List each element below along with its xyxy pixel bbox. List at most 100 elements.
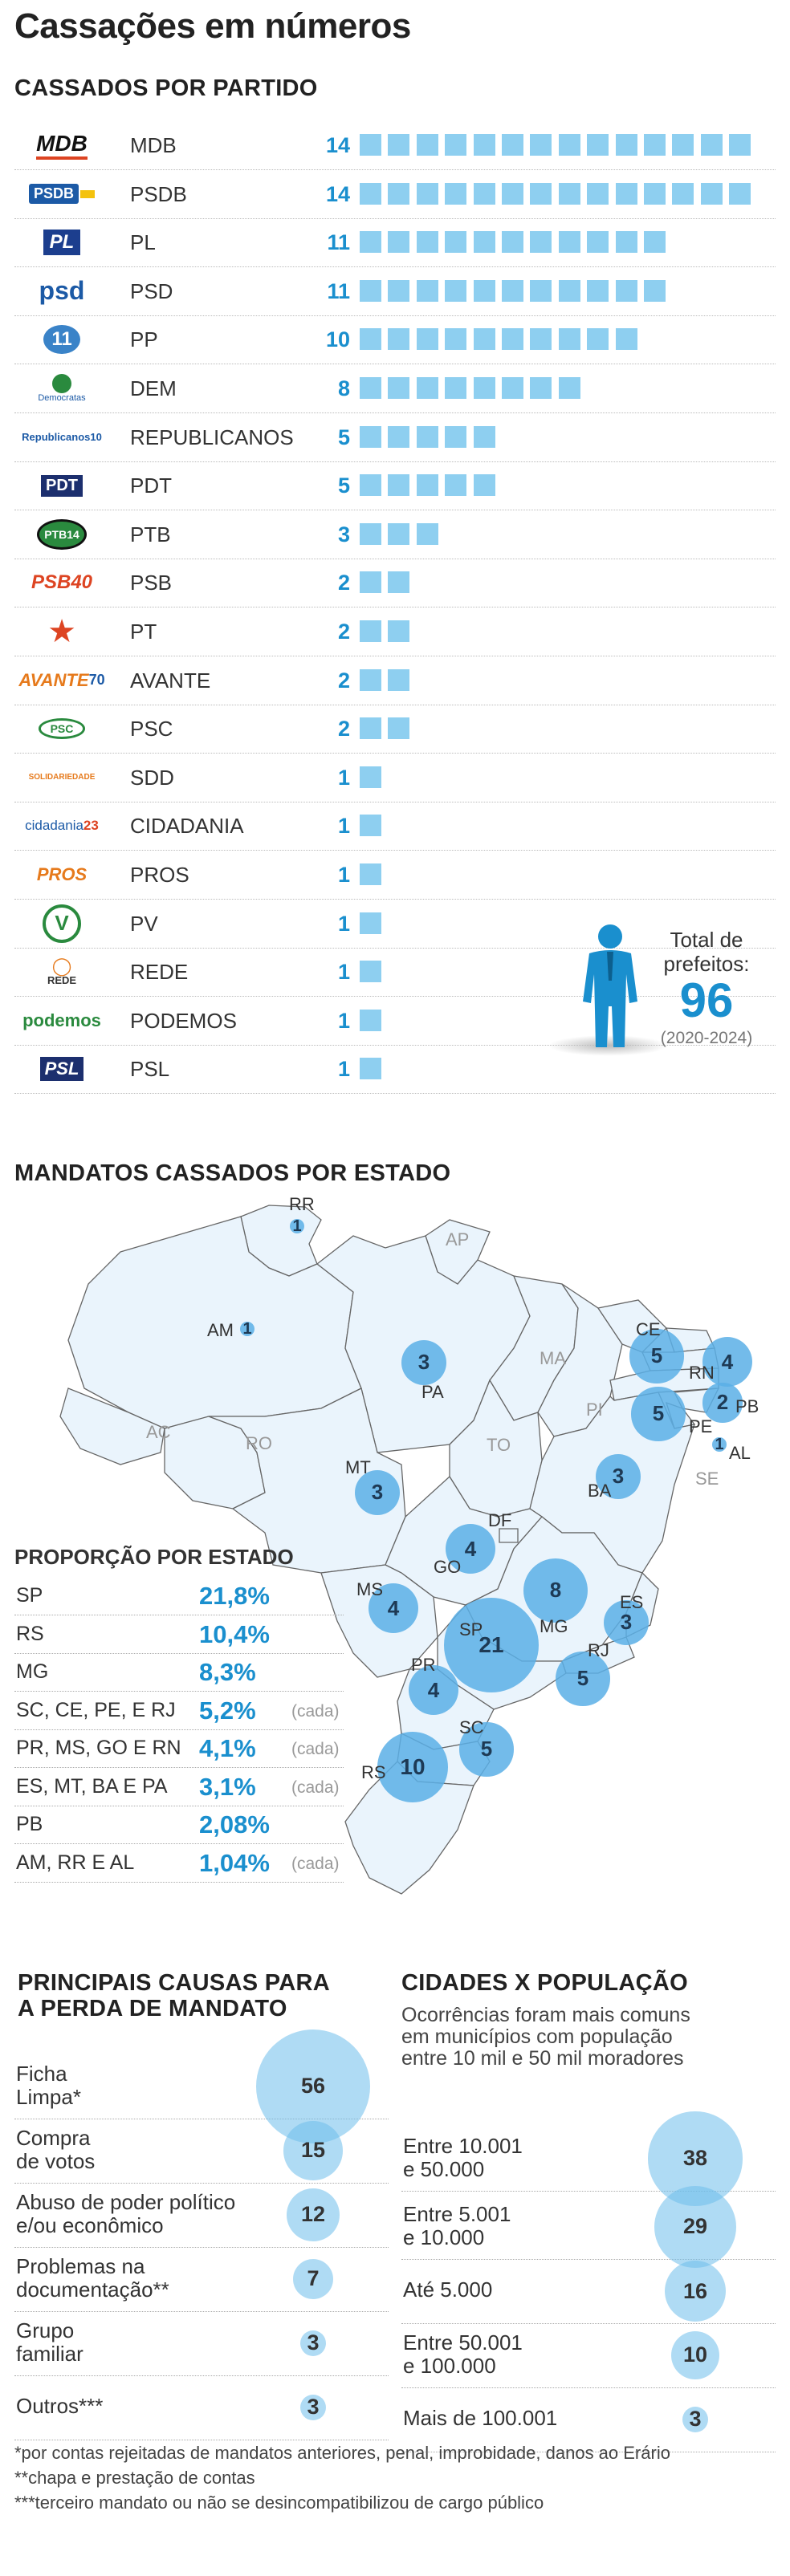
party-bar-unit bbox=[615, 231, 637, 254]
party-bar-unit bbox=[473, 377, 495, 399]
party-row-psc: PSC PSC 2 bbox=[0, 704, 790, 754]
proportion-value: 2,08% bbox=[199, 1810, 270, 1839]
party-bar-unit bbox=[416, 425, 438, 448]
state-label-mt: MT bbox=[345, 1457, 371, 1477]
party-bar-unit bbox=[473, 182, 495, 205]
party-bar-unit bbox=[360, 377, 381, 399]
population-heading: CIDADES X POPULAÇÃO bbox=[401, 1970, 688, 1996]
party-bar-unit bbox=[360, 571, 381, 594]
party-count: 1 bbox=[337, 765, 350, 790]
party-bar-unit bbox=[416, 182, 438, 205]
state-ac bbox=[59, 1388, 165, 1465]
proportion-label: SC, CE, PE, E RJ bbox=[16, 1698, 176, 1721]
party-row-dem: Democratas DEM 8 bbox=[0, 364, 790, 413]
party-bar-unit bbox=[530, 279, 552, 302]
party-bar-unit bbox=[587, 328, 609, 351]
party-row-psl: PSL PSL 1 bbox=[0, 1044, 790, 1095]
person-icon bbox=[583, 924, 637, 1047]
proportion-label: AM, RR E AL bbox=[16, 1851, 135, 1874]
party-name: PSD bbox=[130, 278, 173, 303]
proportion-value: 21,8% bbox=[199, 1582, 270, 1610]
party-bar-unit bbox=[388, 717, 410, 740]
party-bar-unit bbox=[388, 571, 410, 594]
party-bar-unit bbox=[445, 377, 467, 399]
total-mayors-box: Total de prefeitos: 96 (2020-2024) bbox=[548, 923, 771, 1075]
party-bar-unit bbox=[644, 231, 666, 254]
party-count: 5 bbox=[337, 473, 350, 498]
party-bar-unit bbox=[445, 231, 467, 254]
party-count: 11 bbox=[327, 230, 350, 255]
party-count: 14 bbox=[325, 181, 350, 206]
party-name: PSDB bbox=[130, 181, 187, 206]
proportion-heading: PROPORÇÃO POR ESTADO bbox=[14, 1545, 294, 1569]
party-bar-unit bbox=[416, 522, 438, 545]
party-bar-unit bbox=[360, 912, 381, 934]
proportion-label: ES, MT, BA E PA bbox=[16, 1774, 168, 1798]
party-count: 2 bbox=[337, 620, 350, 644]
party-bar-unit bbox=[388, 620, 410, 642]
party-bar-unit bbox=[644, 182, 666, 205]
party-bar-unit bbox=[558, 231, 580, 254]
party-bar-unit bbox=[587, 134, 609, 156]
party-bar-unit bbox=[558, 182, 580, 205]
party-bar-unit bbox=[672, 182, 694, 205]
proportion-row: RS 10,4% bbox=[14, 1615, 344, 1654]
state-bubble-go: 4 bbox=[446, 1524, 495, 1574]
party-bar-unit bbox=[558, 279, 580, 302]
state-label-am: AM bbox=[207, 1320, 234, 1340]
party-bar-unit bbox=[473, 134, 495, 156]
party-bar-unit bbox=[388, 377, 410, 399]
state-label-pr: PR bbox=[411, 1655, 436, 1675]
state-label-df: DF bbox=[488, 1510, 512, 1530]
state-label-al: AL bbox=[729, 1443, 751, 1463]
party-row-podemos: podemos PODEMOS 1 bbox=[0, 996, 790, 1046]
party-bar-unit bbox=[473, 328, 495, 351]
cause-label: Ficha Limpa* bbox=[16, 2062, 81, 2109]
party-logo-psd-icon: psd bbox=[39, 276, 85, 306]
party-bar-unit bbox=[530, 328, 552, 351]
state-label-rn: RN bbox=[689, 1363, 715, 1383]
state-bubble-sc: 5 bbox=[459, 1722, 514, 1777]
proportion-value: 3,1% bbox=[199, 1772, 256, 1801]
party-row-pt: ★ PT 2 bbox=[0, 607, 790, 656]
party-row-republicanos: Republicanos10 REPUBLICANOS 5 bbox=[0, 412, 790, 462]
party-name: PDT bbox=[130, 473, 172, 498]
party-bar-unit bbox=[473, 474, 495, 497]
state-label-ce: CE bbox=[636, 1319, 661, 1339]
party-row-cidadania: cidadania 23 CIDADANIA 1 bbox=[0, 801, 790, 851]
total-label: Total de prefeitos: bbox=[663, 928, 750, 976]
cause-label: Outros*** bbox=[16, 2394, 104, 2418]
party-bar-unit bbox=[360, 279, 381, 302]
population-row: Até 5.000 bbox=[401, 2259, 776, 2324]
row-divider bbox=[14, 266, 776, 268]
party-bar-unit bbox=[388, 474, 410, 497]
party-count: 1 bbox=[337, 911, 350, 936]
proportion-note: (cada) bbox=[291, 1778, 340, 1797]
party-bar-unit bbox=[388, 522, 410, 545]
party-bar-unit bbox=[615, 134, 637, 156]
state-bubble-ms: 4 bbox=[369, 1583, 418, 1633]
party-logo-pros-icon: PROS bbox=[36, 864, 88, 884]
party-bar-unit bbox=[388, 425, 410, 448]
party-bar-unit bbox=[360, 1009, 381, 1031]
state-label-ma: MA bbox=[540, 1348, 566, 1368]
party-bar-unit bbox=[587, 279, 609, 302]
state-label-go: GO bbox=[434, 1557, 462, 1577]
party-bar-unit bbox=[416, 231, 438, 254]
state-bubble-ba: 3 bbox=[595, 1453, 641, 1500]
party-logo-pl-icon: PL bbox=[18, 224, 106, 261]
state-label-rr: RR bbox=[289, 1194, 315, 1214]
party-bar-unit bbox=[416, 328, 438, 351]
party-bar-unit bbox=[360, 182, 381, 205]
party-bar-unit bbox=[558, 134, 580, 156]
party-logo-pv-icon: V bbox=[18, 904, 106, 943]
party-bar-unit bbox=[502, 279, 523, 302]
party-count: 1 bbox=[337, 863, 350, 887]
parties-heading: CASSADOS POR PARTIDO bbox=[14, 75, 318, 101]
cause-label: Abuso de poder político e/ou econômico bbox=[16, 2190, 236, 2237]
party-bar-unit bbox=[445, 425, 467, 448]
party-logo-ptb-icon: PTB14 bbox=[18, 516, 106, 553]
population-bubble: 3 bbox=[682, 2406, 709, 2433]
cause-bubble: 15 bbox=[283, 2121, 343, 2180]
party-bar-unit bbox=[360, 1058, 381, 1080]
